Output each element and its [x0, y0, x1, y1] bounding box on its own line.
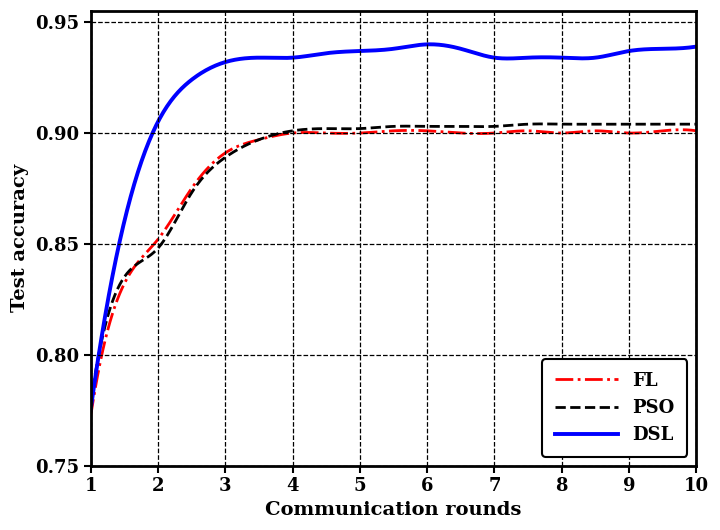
FL	[447, 129, 456, 136]
Line: FL: FL	[91, 130, 696, 417]
FL	[377, 128, 386, 135]
Legend: FL, PSO, DSL: FL, PSO, DSL	[542, 359, 688, 456]
PSO	[447, 123, 456, 129]
DSL	[584, 55, 593, 61]
FL	[679, 127, 688, 133]
FL	[678, 127, 686, 133]
PSO	[374, 124, 382, 130]
Line: DSL: DSL	[91, 45, 696, 410]
X-axis label: Communication rounds: Communication rounds	[265, 501, 522, 519]
FL	[414, 127, 423, 134]
DSL	[679, 45, 688, 51]
PSO	[584, 121, 593, 127]
PSO	[679, 121, 688, 127]
PSO	[692, 121, 701, 127]
DSL	[414, 42, 423, 48]
DSL	[426, 41, 435, 48]
FL	[692, 128, 701, 134]
PSO	[536, 121, 545, 127]
PSO	[377, 124, 386, 130]
DSL	[692, 43, 701, 50]
FL	[582, 128, 591, 134]
DSL	[86, 407, 95, 413]
PSO	[86, 400, 95, 407]
DSL	[448, 43, 456, 50]
Y-axis label: Test accuracy: Test accuracy	[11, 164, 29, 313]
FL	[374, 129, 382, 135]
DSL	[377, 47, 386, 53]
PSO	[414, 123, 423, 129]
FL	[86, 413, 95, 420]
DSL	[374, 47, 382, 54]
Line: PSO: PSO	[91, 124, 696, 403]
